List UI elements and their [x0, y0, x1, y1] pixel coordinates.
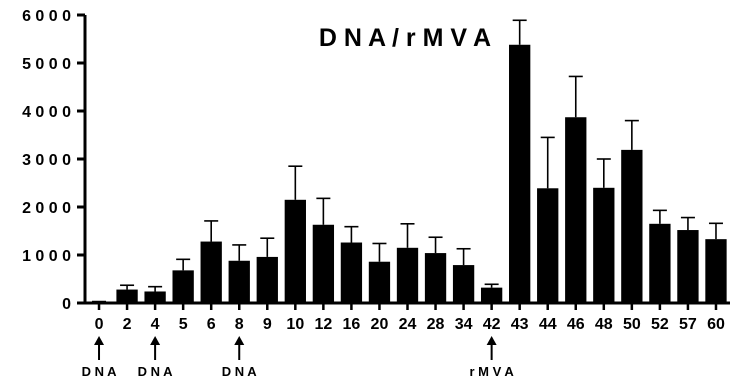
bar	[88, 302, 110, 304]
x-tick-label: 52	[651, 316, 669, 333]
bar	[705, 239, 727, 303]
error-bars	[92, 19, 723, 303]
annotation-arrow-head	[150, 336, 161, 345]
x-tick-label: 0	[95, 316, 104, 333]
bar	[593, 187, 615, 303]
bar	[116, 289, 138, 303]
x-tick-label: 4	[151, 316, 160, 333]
bar	[649, 223, 671, 303]
x-tick-label: 44	[539, 316, 557, 333]
bar	[537, 188, 559, 303]
bar	[424, 253, 447, 303]
y-axis: 0 1 0 0 0 2 0 0 0 3 0 0 0 4 0 0 0 5 0 0 0 6 0 …	[22, 8, 87, 313]
bar	[677, 230, 699, 303]
y-tick-label: 3 0 0 0	[22, 152, 71, 169]
x-tick-label: 48	[595, 316, 613, 333]
x-tick-label: 5	[179, 316, 188, 333]
bar	[256, 256, 278, 303]
x-tick-label: 10	[286, 316, 304, 333]
bar	[228, 260, 250, 303]
x-tick-label: 24	[399, 316, 417, 333]
x-tick-label: 34	[455, 316, 473, 333]
x-tick-label: 16	[343, 316, 361, 333]
annotation-label: D N A	[82, 364, 118, 379]
x-tick-label: 43	[511, 316, 529, 333]
annotation-label: D N A	[138, 364, 174, 379]
annotation-label: r M V A	[469, 364, 514, 379]
bar	[480, 287, 503, 303]
x-tick-label: 2	[123, 316, 132, 333]
bar	[396, 247, 419, 303]
x-tick-label: 50	[623, 316, 641, 333]
y-tick-label: 4 0 0 0	[22, 104, 71, 121]
x-tick-label: 60	[707, 316, 725, 333]
x-tick-label: 12	[314, 316, 332, 333]
x-tick-label: 42	[483, 316, 501, 333]
bar	[621, 149, 643, 303]
y-tick-label: 2 0 0 0	[22, 200, 71, 217]
annotation-arrow-head	[486, 336, 497, 345]
bar	[452, 265, 475, 303]
bar	[340, 242, 363, 303]
bar	[565, 117, 587, 304]
annotation-arrow-head	[94, 336, 105, 345]
x-tick-label: 8	[235, 316, 244, 333]
y-tick-label: 0	[62, 296, 71, 313]
x-tick-label: 9	[263, 316, 272, 333]
y-tick-label: 5 0 0 0	[22, 56, 71, 73]
x-tick-label: 20	[371, 316, 389, 333]
y-tick-label: 6 0 0 0	[22, 8, 71, 25]
bar	[509, 44, 531, 303]
bar	[368, 261, 391, 303]
annotation-arrow-head	[234, 336, 245, 345]
x-tick-label: 28	[427, 316, 445, 333]
bars	[88, 44, 727, 304]
x-tick-label: 6	[207, 316, 216, 333]
x-axis: 0 2 4 5 6 8 9 10 12 16 20 24 28 34 42 43 44 46 48 50 52 57 60	[84, 301, 730, 333]
bar	[144, 291, 166, 303]
annotation-label: D N A	[222, 364, 258, 379]
chart-title: D N A / r M V A	[319, 24, 491, 52]
y-tick-label: 1 0 0 0	[22, 248, 71, 265]
bar	[172, 270, 194, 303]
x-tick-label: 57	[679, 316, 697, 333]
bar	[200, 241, 222, 303]
bar	[284, 199, 306, 303]
bar	[312, 224, 335, 303]
x-tick-label: 46	[567, 316, 585, 333]
